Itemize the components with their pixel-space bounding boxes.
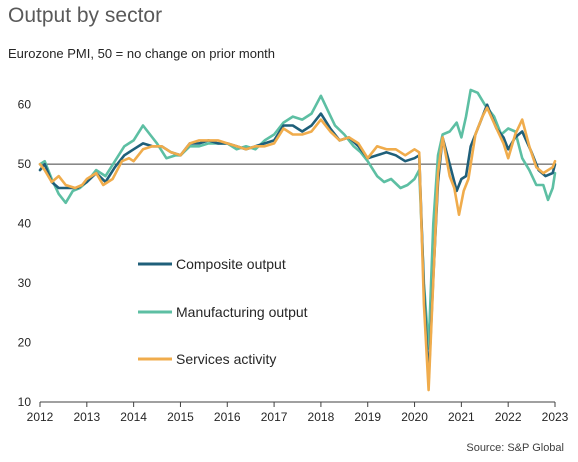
y-tick-label: 30 (18, 276, 32, 290)
x-tick-label: 2020 (401, 410, 428, 424)
x-tick-label: 2019 (354, 410, 381, 424)
legend-label: Composite output (176, 256, 286, 272)
y-tick-label: 10 (18, 395, 32, 409)
x-tick-label: 2014 (120, 410, 147, 424)
x-tick-label: 2013 (73, 410, 100, 424)
y-tick-label: 20 (18, 336, 32, 350)
x-tick-label: 2012 (27, 410, 54, 424)
y-axis: 10 20 30 40 50 60 (18, 98, 32, 409)
x-tick-label: 2022 (495, 410, 522, 424)
x-tick-label: 2017 (261, 410, 288, 424)
chart-title: Output by sector (8, 4, 163, 27)
source-note: Source: S&P Global (466, 442, 564, 454)
series-line-manufacturing-output (38, 88, 557, 350)
x-tick-label: 2023 (542, 410, 569, 424)
series-line-services-activity (38, 106, 557, 392)
x-tick-label: 2021 (448, 410, 475, 424)
y-tick-label: 40 (18, 217, 32, 231)
y-tick-label: 50 (18, 157, 32, 171)
legend-label: Manufacturing output (176, 304, 308, 320)
x-tick-label: 2018 (308, 410, 335, 424)
x-tick-label: 2015 (167, 410, 194, 424)
x-axis: 2012 2013 2014 2015 2016 2017 2018 2019 2020 2021… (27, 401, 569, 424)
legend-label: Services activity (176, 351, 276, 367)
legend: Composite output Manufacturing output Serv… (138, 256, 308, 367)
x-tick-label: 2016 (214, 410, 241, 424)
y-tick-label: 60 (18, 98, 32, 112)
series-layer (38, 88, 557, 392)
chart-subtitle: Eurozone PMI, 50 = no change on prior mo… (8, 46, 276, 61)
series-line-composite-output (38, 103, 557, 383)
